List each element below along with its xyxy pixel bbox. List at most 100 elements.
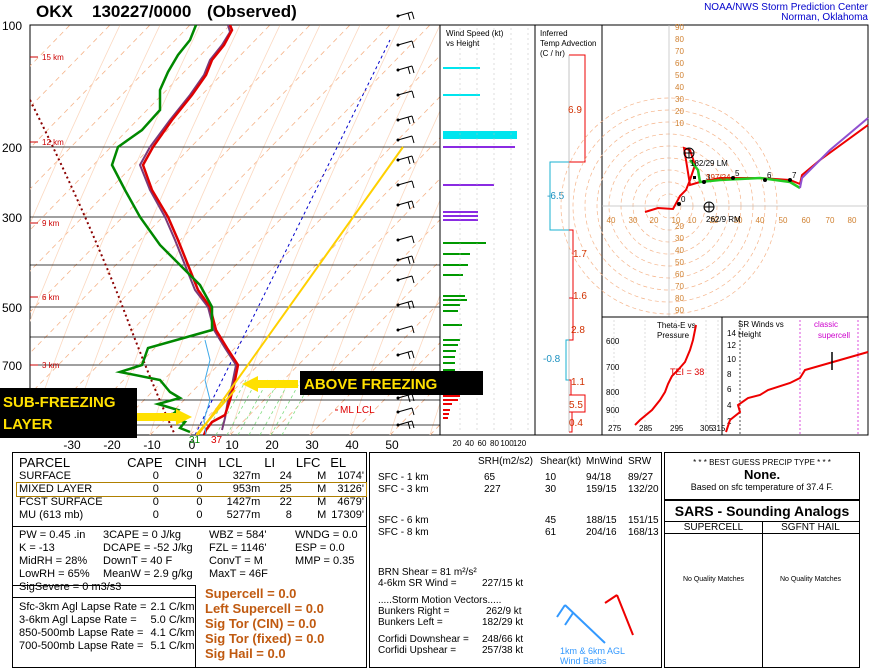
kinematic-cell: 151/15 — [628, 515, 659, 526]
hodo-point — [677, 202, 681, 206]
precip-title: * * * BEST GUESS PRECIP TYPE * * * — [693, 458, 831, 467]
adv-layer-cold — [549, 161, 569, 231]
wind-barb-flag — [407, 201, 411, 210]
wind-barb — [396, 155, 415, 165]
hodo-ring-label: 20 — [675, 107, 684, 116]
hodo-ring-label: 70 — [675, 282, 684, 291]
lapse-value: 2.1 C/km — [150, 601, 195, 613]
wind-barb-staff — [397, 200, 413, 206]
hodo-point — [731, 176, 735, 180]
isotherm-line — [30, 25, 271, 272]
hodo-rm-label: 262/9 RM — [706, 215, 741, 224]
wind-barb-point — [396, 183, 400, 187]
wind-barb-flag — [411, 325, 415, 334]
wind-barb — [396, 300, 415, 310]
parcel-cinh: 0 — [196, 470, 203, 482]
temp-axis-label: 10 — [225, 438, 239, 452]
parcel-row: MU (613 mb) 0 0 5277m 8 M 17309' — [17, 509, 366, 522]
parcel-header-row: PARCEL CAPE CINH LCL LI LFC EL — [17, 455, 366, 470]
temp-adv-value: 5.5 — [569, 400, 583, 411]
srw-title: SR Winds vs — [738, 320, 784, 329]
adv-layer-cold — [565, 339, 569, 381]
parcel-lfc: M — [317, 483, 327, 495]
mixing-ratio-line — [259, 379, 291, 435]
pressure-label: 300 — [2, 211, 22, 225]
wind-barb-flag — [407, 394, 411, 403]
mixing-ratio-line — [270, 379, 302, 435]
parcel-lcl: 5277m — [226, 509, 261, 521]
adv-layer-warm — [569, 394, 586, 413]
wind-speed-axis-label: 100 — [500, 439, 514, 448]
parcel-li: 8 — [285, 509, 292, 521]
srw-profile — [725, 351, 869, 433]
agency-location: Norman, Oklahoma — [781, 12, 868, 23]
pressure-label: 200 — [2, 141, 22, 155]
skewt-plot-area — [30, 25, 440, 435]
wind-barb-flag — [411, 235, 415, 244]
brn-shear: BRN Shear = 81 m²/s² — [378, 567, 477, 578]
sars-hail-header: SGFNT HAIL — [781, 522, 840, 533]
kinematic-cell: 89/27 — [628, 472, 654, 483]
wind-barb-point — [396, 328, 400, 332]
sub-freezing-layer-label: LAYER — [3, 416, 53, 433]
hodo-ring-label: 40 — [675, 83, 684, 92]
wind-barb-staff — [397, 155, 413, 161]
corfidi-down-label: Corfidi Downshear = — [378, 634, 469, 645]
wind-speed-axis-label: 80 — [490, 439, 499, 448]
hodo-point-label: 0 — [681, 195, 686, 204]
kinematic-cell: 61 — [545, 527, 557, 538]
hodo-lm-label: 182/29 LM — [690, 159, 728, 168]
adv-layer-warm — [569, 54, 586, 163]
sars-title: SARS - Sounding Analogs — [674, 503, 850, 519]
parcel-lcl: 953m — [232, 483, 261, 495]
hodo-x-label: 80 — [848, 216, 857, 225]
index-value: LowRH = 65% — [19, 568, 90, 580]
pressure-label: 700 — [2, 359, 22, 373]
kinematic-cell: 65 — [484, 472, 496, 483]
parcel-lfc: M — [317, 496, 327, 508]
sr-winds-panel: SR Winds vs Height classic supercell 14 1… — [721, 316, 869, 436]
li-col-header: LI — [264, 455, 276, 470]
wind-barb-flag — [407, 351, 411, 360]
parcel-trace-low — [195, 389, 236, 435]
theta-y-label: 600 — [606, 337, 620, 346]
index-value: MidRH = 28% — [19, 555, 88, 567]
sars-panel: SARS - Sounding Analogs SUPERCELL SGFNT … — [664, 500, 860, 668]
indices-table: PW = 0.45 .in 3CAPE = 0 J/kg WBZ = 584' WND… — [17, 529, 360, 594]
parcel-name: MU (613 mb) — [19, 509, 84, 521]
wind-barb-flag — [407, 66, 411, 75]
sr-wind-label: 4-6km SR Wind = — [378, 578, 457, 589]
parcel-name: MIXED LAYER — [19, 483, 93, 495]
wind-barb-flag — [407, 12, 411, 21]
parcel-lcl: 327m — [232, 470, 261, 482]
parcel-lfc: M — [317, 509, 327, 521]
kinematic-panel: SRH(m2/s2) Shear(kt) MnWind SRW SFC - 1 … — [369, 452, 662, 668]
wind-barb-flag — [411, 393, 415, 402]
wind-barb — [396, 40, 415, 49]
index-value: WBZ = 584' — [209, 529, 267, 541]
index-value: MaxT = 46F — [209, 568, 268, 580]
parcel-el: 3126' — [337, 483, 364, 495]
wind-barb-flag — [407, 156, 411, 165]
wind-barb — [396, 115, 415, 125]
index-value — [293, 568, 360, 581]
sfc-temp-label: 37 — [211, 435, 223, 446]
precip-basis: Based on sfc temperature of 37.4 F. — [690, 482, 834, 492]
adv-layer-warm — [569, 297, 574, 341]
hodo-ring-label: 80 — [675, 294, 684, 303]
hodo-point — [702, 180, 706, 184]
kinematic-cell: SFC - 6 km — [378, 515, 429, 526]
corfidi-up-label: Corfidi Upshear = — [378, 645, 457, 656]
parcel-el: 4679' — [337, 496, 364, 508]
kinematic-cell: SFC - 3 km — [378, 484, 429, 495]
ml-lcl-label: ML LCL — [340, 405, 375, 416]
isotherm-line — [30, 25, 351, 354]
parcel-row-selected[interactable]: MIXED LAYER 0 0 953m 25 M 3126' — [16, 482, 367, 497]
index-value: FZL = 1146' — [209, 542, 267, 554]
kinematic-cell: 132/20 — [628, 484, 659, 495]
temp-axis-label: 0 — [189, 438, 196, 452]
parcel-li: 22 — [279, 496, 292, 508]
pressure-label: 100 — [2, 19, 22, 33]
temp-adv-value: 1.7 — [573, 249, 587, 260]
